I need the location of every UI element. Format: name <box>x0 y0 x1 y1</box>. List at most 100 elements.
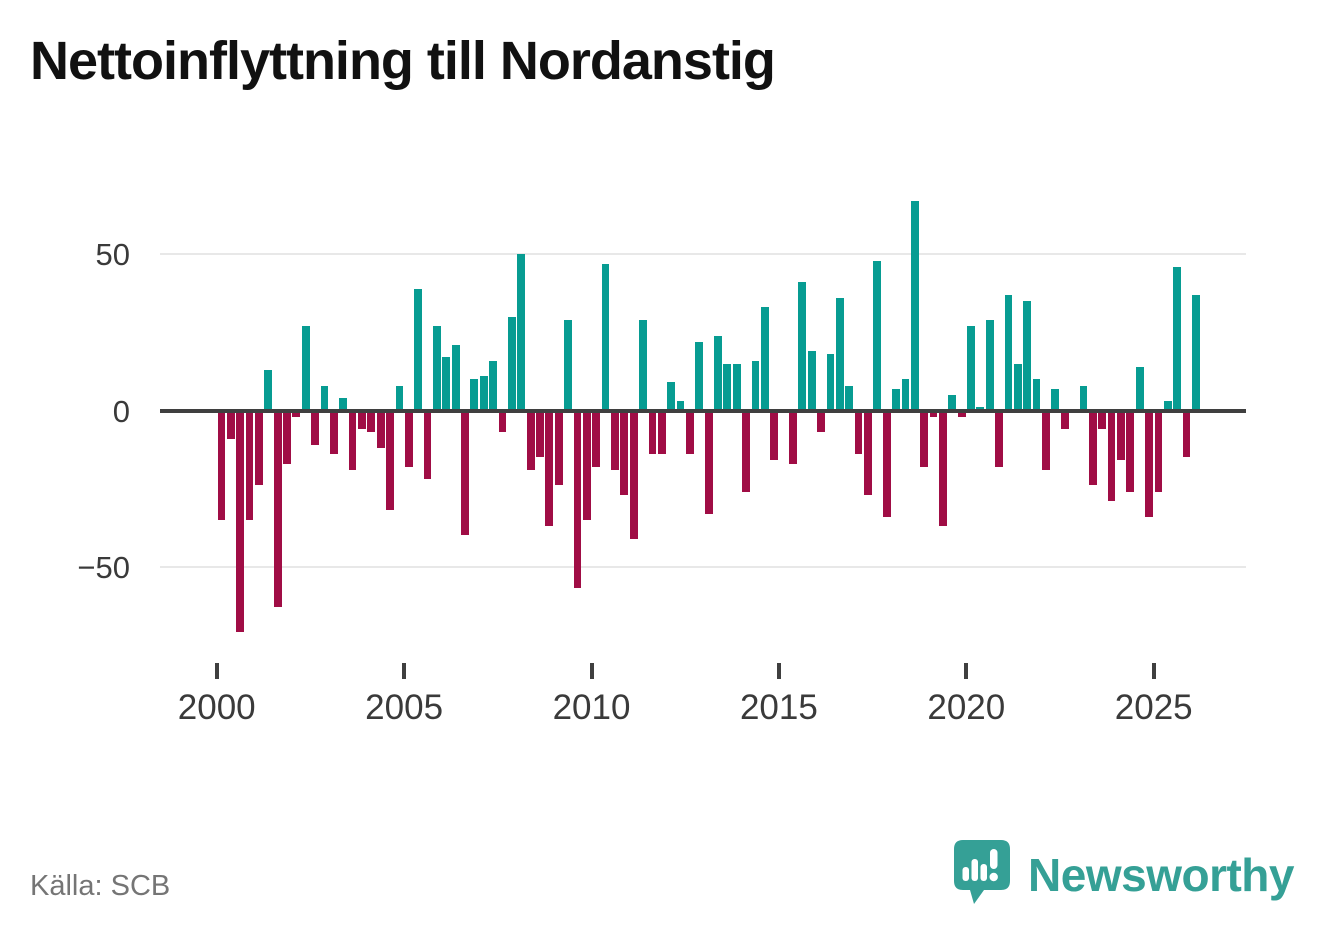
bar <box>798 282 807 411</box>
source-caption: Källa: SCB <box>30 870 171 902</box>
bar <box>620 410 629 495</box>
bar <box>657 410 666 455</box>
bar <box>451 344 460 411</box>
gridline <box>160 253 1246 256</box>
x-tick-mark <box>776 663 781 679</box>
bar <box>582 410 591 520</box>
bar <box>629 410 638 539</box>
bar <box>1088 410 1097 486</box>
zero-baseline <box>160 408 1246 413</box>
x-tick-mark <box>964 663 969 679</box>
bar <box>1013 363 1022 411</box>
page-title: Nettoinflyttning till Nordanstig <box>30 31 776 91</box>
brand-footer: Newsworthy <box>954 840 1294 910</box>
bar <box>751 360 760 411</box>
bar <box>564 319 572 411</box>
bar <box>882 410 891 517</box>
bar <box>835 298 844 411</box>
bar <box>611 410 619 470</box>
bar <box>938 410 947 526</box>
x-tick-label: 2015 <box>739 688 818 727</box>
bar <box>714 335 722 411</box>
bar <box>1004 294 1013 411</box>
x-tick-label: 2000 <box>177 688 256 727</box>
bar <box>592 410 601 467</box>
bar <box>686 410 694 455</box>
bar <box>1135 366 1144 411</box>
bar <box>479 376 488 411</box>
bar <box>264 369 273 411</box>
y-tick-label: 50 <box>95 237 130 273</box>
bar <box>386 410 394 511</box>
x-tick-label: 2005 <box>365 688 444 727</box>
bar <box>910 201 919 411</box>
bar <box>573 410 582 589</box>
x-tick-mark <box>214 663 219 679</box>
bar <box>283 410 291 464</box>
bar <box>1163 401 1172 411</box>
bar <box>358 410 366 430</box>
bar <box>967 326 975 411</box>
bar <box>498 410 507 433</box>
bar <box>517 254 526 411</box>
bar <box>292 410 301 417</box>
bar <box>461 410 469 536</box>
bar <box>1173 266 1182 411</box>
bar <box>676 401 685 411</box>
bar <box>826 354 835 411</box>
bar <box>554 410 563 486</box>
x-tick-label: 2010 <box>552 688 631 727</box>
bar <box>1060 410 1069 430</box>
bar <box>817 410 825 433</box>
bar <box>704 410 713 514</box>
bar <box>1051 388 1060 411</box>
bar <box>601 263 610 411</box>
bar <box>995 410 1003 467</box>
bar <box>254 410 263 486</box>
bar <box>948 394 957 411</box>
bar <box>217 410 226 520</box>
bar <box>395 385 404 411</box>
bar <box>423 410 432 480</box>
bar <box>760 307 769 411</box>
y-tick-label: 0 <box>112 393 130 429</box>
x-tick-mark <box>589 663 594 679</box>
bar <box>1117 410 1125 461</box>
gridline <box>160 565 1246 568</box>
bar <box>470 379 479 411</box>
bar <box>864 410 872 495</box>
bar <box>1145 410 1153 517</box>
bar <box>1107 410 1116 502</box>
x-tick-label: 2025 <box>1114 688 1193 727</box>
bar <box>507 316 516 411</box>
x-tick-mark <box>1151 663 1156 679</box>
bar <box>489 360 498 411</box>
bar <box>920 410 929 467</box>
bar <box>433 326 441 411</box>
bar <box>1098 410 1107 430</box>
bar <box>929 410 938 417</box>
x-tick-mark <box>402 663 407 679</box>
bar <box>985 319 994 411</box>
bar <box>1191 294 1200 411</box>
bar <box>901 379 910 411</box>
bar <box>329 410 338 455</box>
bar <box>1126 410 1135 492</box>
bar <box>1023 301 1032 411</box>
bar <box>667 382 676 411</box>
bar <box>301 326 310 411</box>
bar <box>873 260 882 411</box>
bar <box>695 341 704 411</box>
bar <box>1042 410 1050 470</box>
bar <box>1182 410 1191 458</box>
bar <box>732 363 741 411</box>
bar <box>311 410 319 445</box>
bar <box>854 410 863 455</box>
bar <box>348 410 357 470</box>
bar <box>236 410 245 633</box>
bar <box>789 410 797 464</box>
bar <box>545 410 554 526</box>
newsworthy-logo-icon <box>954 840 1012 910</box>
